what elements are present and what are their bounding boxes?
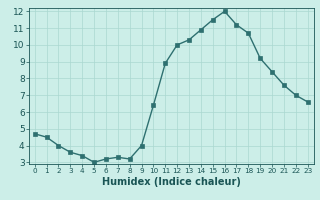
X-axis label: Humidex (Indice chaleur): Humidex (Indice chaleur) [102,177,241,187]
